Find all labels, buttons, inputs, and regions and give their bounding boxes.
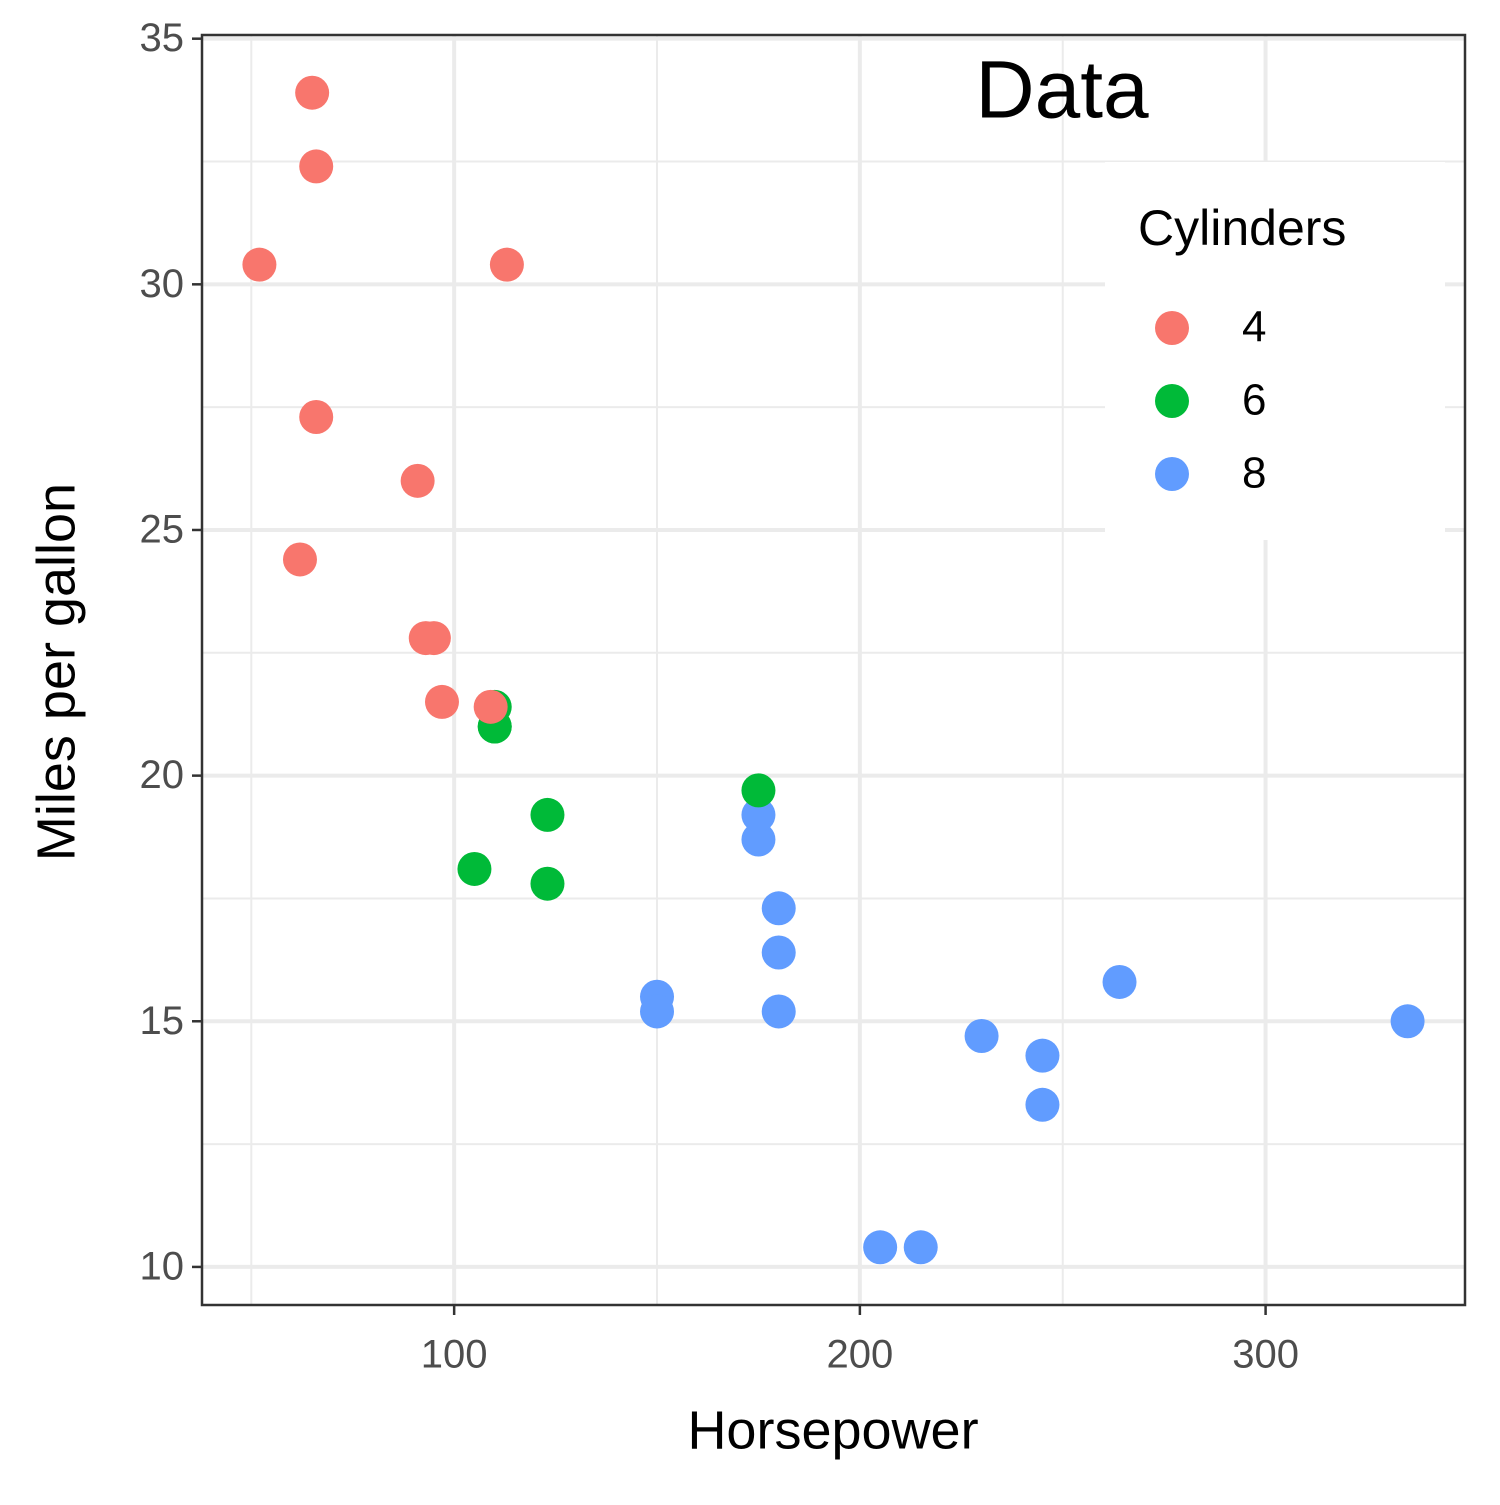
y-axis-label: Miles per gallon [26, 483, 86, 861]
legend-swatch [1155, 384, 1189, 418]
legend-swatch [1155, 311, 1189, 345]
point [741, 773, 776, 808]
point [863, 1230, 898, 1265]
point [761, 891, 796, 926]
points [242, 75, 1425, 1265]
grid [202, 35, 1465, 1305]
y-tick-label: 15 [140, 999, 185, 1043]
point [741, 797, 776, 832]
point [761, 935, 796, 970]
point [489, 247, 524, 282]
legend-label: 8 [1242, 449, 1266, 498]
point [741, 822, 776, 857]
y-tick-label: 10 [140, 1244, 185, 1288]
x-axis-label: Horsepower [687, 1400, 978, 1460]
point [964, 1019, 999, 1054]
point [282, 542, 317, 577]
point [530, 866, 565, 901]
legend-swatch [1155, 457, 1189, 491]
legend-label: 6 [1242, 376, 1266, 425]
point [416, 621, 451, 656]
x-tick-label: 300 [1232, 1333, 1299, 1377]
point [1102, 964, 1137, 999]
point [299, 399, 334, 434]
point [400, 463, 435, 498]
point [640, 994, 675, 1029]
point [903, 1230, 938, 1265]
legend-title: Cylinders [1138, 200, 1346, 256]
point [473, 689, 508, 724]
point [530, 797, 565, 832]
y-tick-label: 35 [140, 16, 185, 60]
x-tick-label: 200 [826, 1333, 893, 1377]
point [457, 851, 492, 886]
chart-title: Data [975, 45, 1149, 136]
point [1025, 1087, 1060, 1122]
legend-label: 4 [1242, 303, 1266, 352]
y-tick-label: 20 [140, 753, 185, 797]
point [295, 75, 330, 110]
panel-border [200, 33, 1467, 1307]
point [761, 994, 796, 1029]
point [299, 149, 334, 184]
y-tick-label: 30 [140, 262, 185, 306]
x-tick-label: 100 [421, 1333, 488, 1377]
point [1025, 1038, 1060, 1073]
point [242, 247, 277, 282]
y-tick-label: 25 [140, 508, 185, 552]
point [424, 684, 459, 719]
point [1390, 1004, 1425, 1039]
legend: Cylinders 4 6 8 [1105, 162, 1445, 540]
